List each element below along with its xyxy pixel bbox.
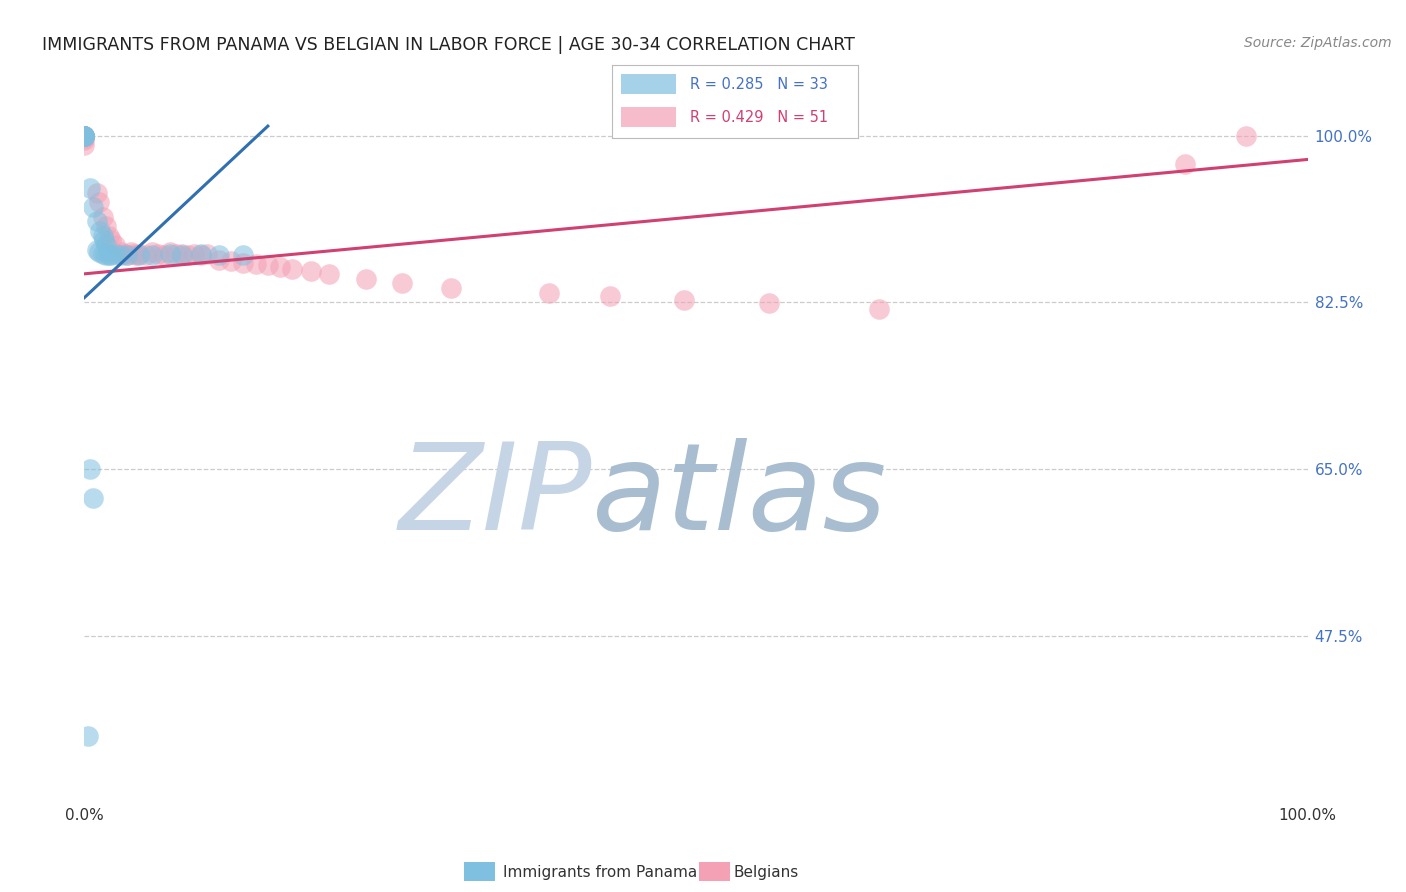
Immigrants from Panama bbox=[96, 238, 118, 252]
Immigrants from Panama bbox=[86, 243, 108, 257]
Belgians bbox=[73, 128, 96, 143]
Immigrants from Panama bbox=[82, 491, 104, 505]
Text: Source: ZipAtlas.com: Source: ZipAtlas.com bbox=[1244, 36, 1392, 50]
Immigrants from Panama bbox=[91, 228, 114, 243]
FancyBboxPatch shape bbox=[621, 74, 675, 95]
Belgians bbox=[1174, 157, 1197, 171]
Text: R = 0.285   N = 33: R = 0.285 N = 33 bbox=[690, 77, 828, 92]
Immigrants from Panama bbox=[87, 244, 110, 259]
Belgians bbox=[115, 248, 138, 262]
Belgians bbox=[112, 247, 135, 261]
Belgians bbox=[183, 247, 205, 261]
Belgians bbox=[91, 210, 114, 224]
Immigrants from Panama bbox=[73, 128, 96, 143]
Belgians bbox=[128, 247, 150, 261]
Belgians bbox=[299, 264, 322, 278]
Belgians bbox=[172, 247, 194, 261]
Immigrants from Panama bbox=[73, 128, 96, 143]
Belgians bbox=[100, 234, 122, 248]
Belgians bbox=[190, 248, 212, 262]
Belgians bbox=[73, 128, 96, 143]
Belgians bbox=[318, 267, 340, 281]
Text: ZIP: ZIP bbox=[398, 438, 592, 555]
Immigrants from Panama bbox=[91, 247, 114, 261]
Belgians bbox=[96, 219, 118, 234]
Belgians bbox=[141, 244, 163, 259]
Immigrants from Panama bbox=[89, 224, 111, 238]
Belgians bbox=[257, 258, 280, 272]
Belgians bbox=[391, 277, 413, 291]
FancyBboxPatch shape bbox=[621, 107, 675, 128]
Immigrants from Panama bbox=[73, 128, 96, 143]
Belgians bbox=[195, 247, 218, 261]
Text: atlas: atlas bbox=[592, 438, 887, 555]
Belgians bbox=[165, 247, 187, 261]
Text: IMMIGRANTS FROM PANAMA VS BELGIAN IN LABOR FORCE | AGE 30-34 CORRELATION CHART: IMMIGRANTS FROM PANAMA VS BELGIAN IN LAB… bbox=[42, 36, 855, 54]
Immigrants from Panama bbox=[73, 128, 96, 143]
Immigrants from Panama bbox=[97, 248, 120, 262]
Immigrants from Panama bbox=[79, 462, 101, 476]
Immigrants from Panama bbox=[82, 200, 104, 214]
Belgians bbox=[73, 130, 96, 145]
Belgians bbox=[672, 293, 695, 307]
Immigrants from Panama bbox=[104, 247, 127, 261]
Immigrants from Panama bbox=[73, 128, 96, 143]
Text: R = 0.429   N = 51: R = 0.429 N = 51 bbox=[690, 110, 828, 125]
Belgians bbox=[269, 260, 291, 275]
Belgians bbox=[440, 281, 463, 295]
Belgians bbox=[73, 128, 96, 143]
Belgians bbox=[146, 247, 169, 261]
Immigrants from Panama bbox=[128, 248, 150, 262]
Immigrants from Panama bbox=[110, 248, 132, 262]
Belgians bbox=[219, 254, 242, 268]
Belgians bbox=[73, 128, 96, 143]
Belgians bbox=[758, 296, 780, 310]
Belgians bbox=[208, 252, 231, 267]
Immigrants from Panama bbox=[141, 248, 163, 262]
Belgians bbox=[281, 262, 304, 277]
Belgians bbox=[104, 238, 127, 252]
Immigrants from Panama bbox=[159, 247, 181, 261]
Belgians bbox=[354, 271, 377, 285]
Belgians bbox=[1236, 128, 1258, 143]
Belgians bbox=[110, 244, 132, 259]
Text: Belgians: Belgians bbox=[734, 865, 799, 880]
Immigrants from Panama bbox=[100, 248, 122, 262]
Belgians bbox=[153, 248, 176, 262]
Immigrants from Panama bbox=[232, 248, 254, 262]
Immigrants from Panama bbox=[190, 247, 212, 261]
Immigrants from Panama bbox=[208, 248, 231, 262]
Immigrants from Panama bbox=[86, 214, 108, 228]
Belgians bbox=[87, 195, 110, 210]
Belgians bbox=[73, 138, 96, 153]
Belgians bbox=[122, 247, 145, 261]
Belgians bbox=[538, 285, 561, 300]
Belgians bbox=[73, 133, 96, 147]
Belgians bbox=[125, 248, 148, 262]
Belgians bbox=[232, 256, 254, 270]
Belgians bbox=[599, 289, 621, 303]
Belgians bbox=[245, 257, 267, 271]
Immigrants from Panama bbox=[77, 729, 100, 743]
Text: Immigrants from Panama: Immigrants from Panama bbox=[503, 865, 697, 880]
Immigrants from Panama bbox=[115, 248, 138, 262]
Immigrants from Panama bbox=[73, 128, 96, 143]
Immigrants from Panama bbox=[73, 128, 96, 143]
Belgians bbox=[135, 248, 157, 262]
Immigrants from Panama bbox=[172, 248, 194, 262]
Belgians bbox=[120, 244, 142, 259]
Immigrants from Panama bbox=[79, 181, 101, 195]
Belgians bbox=[86, 186, 108, 200]
Immigrants from Panama bbox=[96, 248, 118, 262]
Belgians bbox=[869, 302, 891, 317]
Belgians bbox=[97, 228, 120, 243]
Immigrants from Panama bbox=[93, 234, 115, 248]
Belgians bbox=[177, 248, 200, 262]
Belgians bbox=[159, 244, 181, 259]
